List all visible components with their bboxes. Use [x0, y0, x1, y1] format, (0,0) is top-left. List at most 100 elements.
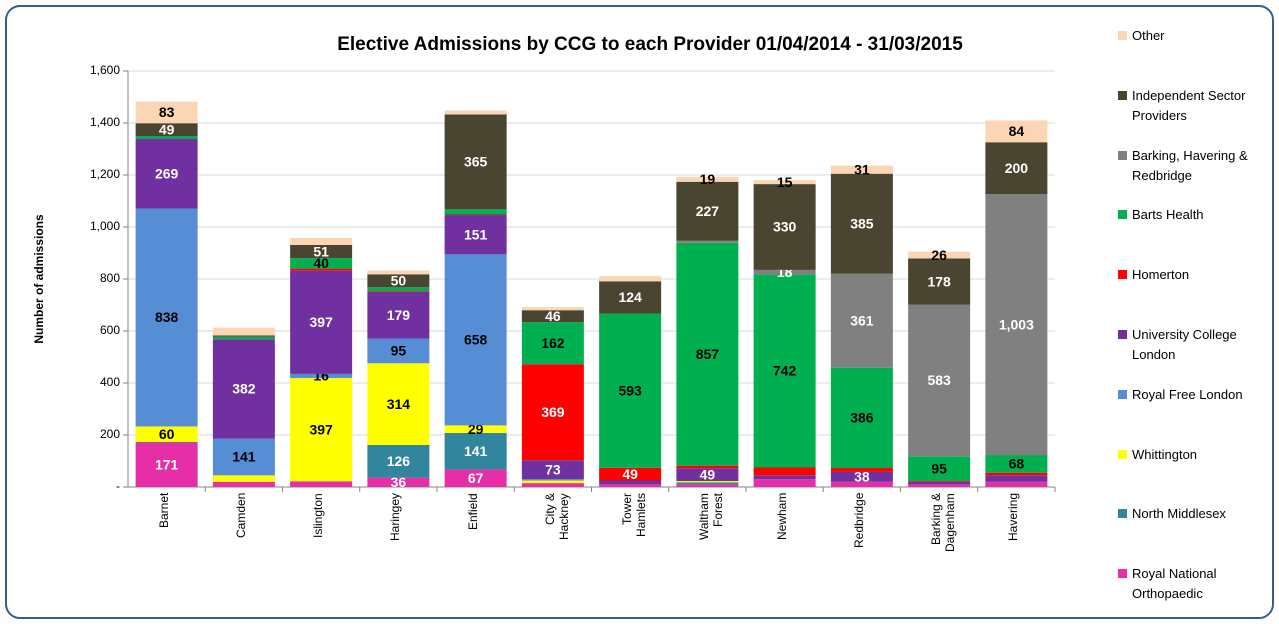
legend-swatch [1118, 330, 1127, 339]
bar-segment [985, 472, 1048, 476]
legend-item: Independent Sector Providers [1118, 86, 1268, 126]
legend-label: University College London [1132, 327, 1237, 362]
data-label: 838 [155, 309, 179, 325]
data-label: 124 [618, 289, 642, 305]
bar-segment [985, 475, 1048, 482]
legend-item: Royal Free London [1118, 385, 1268, 405]
data-label: 269 [155, 165, 179, 181]
bar-segment [367, 274, 430, 288]
legend-item: North Middlesex [1118, 504, 1268, 524]
y-axis-label: Number of admissions [32, 214, 46, 344]
bar-segment [676, 481, 739, 483]
bar-segment [753, 269, 816, 275]
bar-segment [290, 244, 353, 259]
data-label: 141 [232, 449, 256, 465]
bar-segment [830, 273, 893, 368]
bar-segment [676, 176, 739, 182]
data-label: 397 [309, 421, 333, 437]
bar-segment [367, 338, 430, 364]
bar-segment [212, 481, 275, 487]
bar-segment [908, 456, 971, 482]
bar-segment [521, 460, 584, 480]
y-tick-label: - [116, 479, 120, 493]
y-tick-label: 1,600 [90, 63, 120, 77]
data-label: 386 [850, 410, 874, 426]
data-label: 73 [545, 461, 561, 477]
data-label: 593 [618, 382, 642, 398]
bar-segment [135, 101, 198, 124]
data-label: 397 [309, 314, 333, 330]
data-label: 40 [313, 255, 329, 271]
data-label: 36 [391, 474, 407, 490]
bar-segment [830, 165, 893, 174]
bar-segment [367, 444, 430, 478]
data-label: 68 [1009, 456, 1025, 472]
data-label: 200 [1005, 160, 1029, 176]
bar-segment [908, 258, 971, 305]
bar-segment [367, 291, 430, 292]
bar-segment [444, 425, 507, 433]
data-label: 742 [773, 363, 797, 379]
bar-segment [908, 481, 971, 482]
legend-item: Barking, Havering & Redbridge [1118, 146, 1268, 186]
x-tick-label: Newham [774, 493, 789, 541]
data-label: 67 [468, 470, 484, 486]
data-label: 83 [159, 104, 175, 120]
bar-segment [521, 364, 584, 461]
y-tick-label: 1,000 [90, 219, 120, 233]
bar-segment [521, 307, 584, 311]
legend-swatch [1118, 31, 1127, 40]
x-tick-label: Tower Hamlets [620, 493, 649, 538]
bar-segment [212, 327, 275, 336]
y-tick-label: 200 [100, 427, 120, 441]
bar-segment [753, 180, 816, 185]
bar-segment [985, 142, 1048, 195]
bar-segment [753, 184, 816, 270]
bar-segment [753, 467, 816, 476]
bar-segment [444, 432, 507, 470]
bar-segment [212, 336, 275, 340]
x-tick-label: Islington [311, 493, 326, 538]
bar-segment [599, 467, 662, 481]
bar-segment [290, 378, 353, 482]
legend-item: University College London [1118, 325, 1268, 365]
y-tick-label: 1,400 [90, 115, 120, 129]
data-label: 365 [464, 154, 488, 170]
legend-label: Barts Health [1132, 207, 1204, 223]
data-label: 51 [313, 243, 329, 259]
bar-segment [676, 482, 739, 485]
data-label: 1,003 [999, 316, 1034, 332]
data-label: 361 [850, 312, 874, 328]
legend-label: Other [1132, 28, 1165, 43]
bar-segment [521, 483, 584, 487]
bar-segment [830, 367, 893, 469]
legend-swatch [1118, 569, 1127, 579]
bar-segment [985, 481, 1048, 487]
data-label: 227 [696, 203, 720, 219]
legend-item: Other [1118, 26, 1268, 46]
data-label: 26 [931, 247, 947, 263]
data-label: 19 [700, 171, 716, 187]
data-label: 31 [854, 161, 870, 177]
data-label: 330 [773, 219, 797, 235]
bar-segment [135, 136, 198, 139]
legend-swatch [1118, 150, 1127, 160]
bar-segment [599, 313, 662, 468]
x-tick-label: Redbridge [851, 493, 866, 549]
data-label: 382 [232, 381, 256, 397]
x-tick-label: Camden [233, 493, 248, 539]
bar-segment [753, 475, 816, 480]
bar-segment [290, 481, 353, 487]
data-label: 141 [464, 443, 488, 459]
bar-segment [830, 173, 893, 274]
y-tick-label: 600 [100, 323, 120, 337]
data-label: 15 [777, 174, 793, 190]
bar-segment [444, 209, 507, 215]
bar-segment [290, 373, 353, 379]
bar-segment [212, 339, 275, 439]
bar-segment [676, 240, 739, 243]
legend-item: Barts Health [1118, 205, 1268, 225]
legend-label: Barking, Havering & Redbridge [1132, 147, 1248, 183]
legend-swatch [1118, 449, 1127, 459]
